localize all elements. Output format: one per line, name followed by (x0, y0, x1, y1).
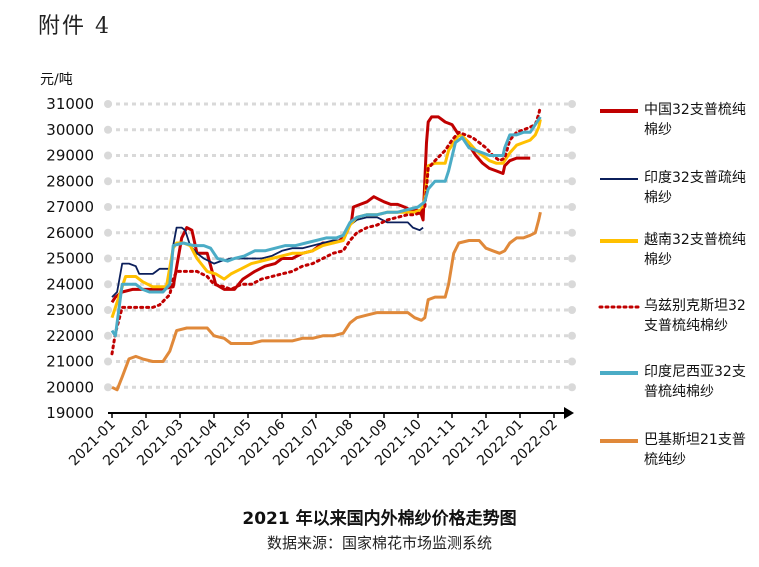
legend-label: 印度尼西亚32支普梳纯棉纱 (644, 364, 746, 400)
gridline-end-dot (568, 357, 576, 366)
y-tick-label: 31000 (46, 95, 94, 113)
gridline-start-dot (104, 125, 112, 134)
legend-swatch (600, 239, 638, 243)
gridline-end-dot (568, 280, 576, 289)
y-tick-label: 22000 (46, 327, 94, 345)
gridline-start-dot (104, 203, 112, 211)
y-tick-label: 26000 (46, 224, 94, 242)
y-axis-label: 元/吨 (40, 72, 73, 88)
attachment-label: 附件 4 (38, 14, 111, 39)
gridline-end-dot (568, 177, 576, 186)
gridline-end-dot (568, 254, 576, 263)
gridline-end-dots (104, 100, 576, 392)
gridline-end-dot (568, 100, 576, 108)
y-tick-label: 24000 (46, 275, 94, 293)
legend-label: 乌兹别克斯坦32支普梳纯棉纱 (644, 298, 746, 334)
series-lines (110, 105, 542, 392)
gridline-start-dot (104, 100, 112, 108)
legend-swatch (600, 109, 638, 113)
legend-label: 越南32支普梳纯棉纱 (644, 232, 746, 268)
gridline-end-dot (568, 228, 576, 237)
chart-title: 2021 年以来国内外棉纱价格走势图 (242, 509, 517, 529)
legend-label: 印度32支普疏纯棉纱 (644, 170, 746, 206)
gridline-end-dot (568, 331, 576, 340)
y-tick-label: 25000 (46, 250, 94, 268)
gridline-end-dot (568, 151, 576, 160)
data-source: 数据来源：国家棉花市场监测系统 (266, 534, 492, 552)
gridline-start-dot (104, 177, 112, 186)
price-line-chart: 31000 30000 29000 28000 27000 26000 25000 24000… (40, 72, 576, 469)
y-tick-label: 28000 (46, 172, 94, 190)
gridline-start-dot (104, 357, 112, 366)
series-line (110, 105, 542, 356)
y-tick-label: 23000 (46, 301, 94, 319)
x-axis-arrow (564, 407, 574, 419)
series-line (111, 216, 424, 298)
series-line (110, 116, 542, 338)
y-tick-label: 19000 (46, 404, 94, 422)
y-tick-label: 29000 (46, 147, 94, 165)
gridlines (108, 102, 572, 389)
legend-swatch (600, 371, 638, 375)
gridline-start-dot (104, 331, 112, 340)
y-tick-label: 27000 (46, 198, 94, 216)
legend-swatch (600, 439, 638, 443)
gridline-start-dot (104, 151, 112, 160)
gridline-start-dot (104, 306, 112, 314)
legend-swatch (600, 178, 638, 180)
gridline-end-dot (568, 203, 576, 211)
y-tick-label: 20000 (46, 378, 94, 396)
gridline-end-dot (568, 125, 576, 134)
gridline-end-dot (568, 383, 576, 392)
legend-swatch (598, 305, 640, 309)
legend-label: 中国32支普梳纯棉纱 (644, 102, 746, 138)
gridline-end-dot (568, 306, 576, 314)
y-tick-label: 30000 (46, 121, 94, 139)
y-tick-label: 21000 (46, 353, 94, 371)
series-line (111, 211, 542, 392)
gridline-start-dot (104, 280, 112, 289)
legend-label: 巴基斯坦21支普梳纯纱 (644, 432, 746, 468)
gridline-start-dot (104, 228, 112, 237)
gridline-start-dot (104, 383, 112, 392)
axes: 31000 30000 29000 28000 27000 26000 25000 24000… (46, 95, 574, 469)
gridline-start-dot (104, 254, 112, 263)
